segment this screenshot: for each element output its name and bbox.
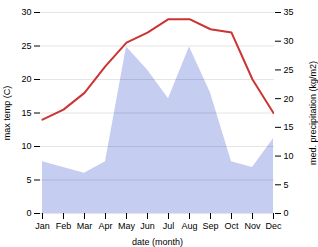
svg-text:Oct: Oct <box>224 221 239 231</box>
svg-text:Sep: Sep <box>202 221 218 231</box>
svg-text:20: 20 <box>284 94 294 104</box>
svg-text:Nov: Nov <box>244 221 261 231</box>
svg-text:med. precipitation (kg/m2): med. precipitation (kg/m2) <box>308 61 318 165</box>
svg-text:max temp (C): max temp (C) <box>2 86 12 141</box>
svg-text:5: 5 <box>26 175 31 185</box>
svg-text:Jan: Jan <box>35 221 50 231</box>
svg-text:20: 20 <box>21 74 31 84</box>
svg-text:35: 35 <box>284 7 294 17</box>
svg-text:Dec: Dec <box>265 221 282 231</box>
svg-text:15: 15 <box>21 108 31 118</box>
svg-text:Jun: Jun <box>140 221 155 231</box>
svg-text:Mar: Mar <box>77 221 93 231</box>
svg-text:date (month): date (month) <box>132 237 183 247</box>
svg-text:15: 15 <box>284 122 294 132</box>
svg-text:5: 5 <box>284 180 289 190</box>
svg-text:25: 25 <box>284 65 294 75</box>
svg-text:Jul: Jul <box>163 221 175 231</box>
svg-text:10: 10 <box>284 151 294 161</box>
svg-text:25: 25 <box>21 41 31 51</box>
svg-text:0: 0 <box>284 208 289 218</box>
svg-text:10: 10 <box>21 141 31 151</box>
svg-text:30: 30 <box>21 7 31 17</box>
svg-text:Feb: Feb <box>56 221 72 231</box>
svg-text:30: 30 <box>284 36 294 46</box>
svg-text:Apr: Apr <box>98 221 112 231</box>
svg-text:0: 0 <box>26 208 31 218</box>
svg-text:May: May <box>118 221 136 231</box>
svg-text:Aug: Aug <box>181 221 197 231</box>
